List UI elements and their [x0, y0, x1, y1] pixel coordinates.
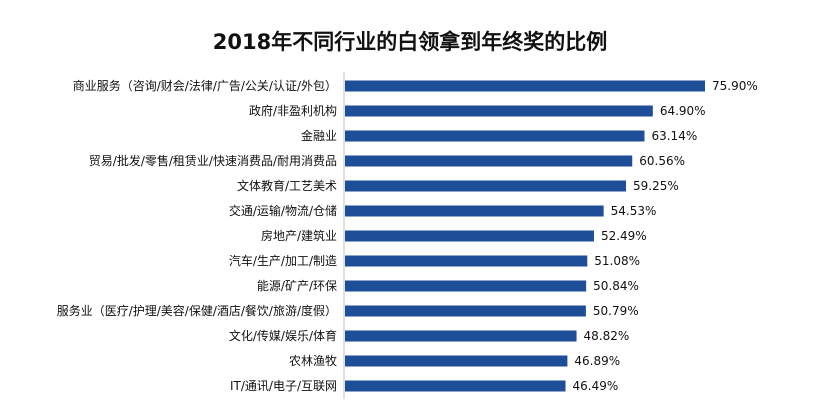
bar [345, 80, 705, 92]
category-label: 能源/矿产/环保 [257, 279, 337, 293]
category-label: 交通/运输/物流/仓储 [229, 203, 337, 218]
value-label: 54.53% [611, 204, 657, 218]
bar [345, 355, 568, 367]
value-label: 59.25% [633, 179, 679, 193]
bar [345, 330, 577, 342]
value-label: 52.49% [601, 229, 647, 243]
value-label: 50.84% [593, 279, 639, 293]
bar [345, 255, 588, 267]
bar [345, 130, 645, 142]
category-label: 文化/传媒/娱乐/体育 [229, 328, 337, 343]
bar [345, 230, 594, 242]
category-label: 贸易/批发/零售/租赁业/快速消费品/耐用消费品 [89, 153, 337, 168]
bar [345, 305, 586, 317]
category-label: 金融业 [301, 128, 337, 143]
value-label: 46.49% [573, 379, 619, 393]
value-label: 51.08% [594, 254, 640, 268]
category-label: 房地产/建筑业 [261, 228, 337, 243]
value-label: 64.90% [660, 104, 706, 118]
bar [345, 155, 633, 167]
value-label: 46.89% [574, 354, 620, 368]
value-label: 60.56% [639, 154, 685, 168]
value-label: 75.90% [712, 79, 758, 93]
category-label: 汽车/生产/加工/制造 [229, 253, 337, 268]
chart-title: 2018年不同行业的白领拿到年终奖的比例 [212, 30, 608, 54]
bar [345, 105, 653, 117]
category-label: 文体教育/工艺美术 [237, 178, 337, 193]
bar [345, 205, 604, 217]
category-label: 农林渔牧 [289, 354, 337, 368]
value-label: 50.79% [593, 304, 639, 318]
value-label: 63.14% [651, 129, 697, 143]
value-label: 48.82% [584, 329, 630, 343]
category-label: 政府/非盈利机构 [249, 103, 337, 118]
bar [345, 280, 587, 292]
category-label: 服务业（医疗/护理/美容/保健/酒店/餐饮/旅游/度假） [57, 303, 337, 318]
bar [345, 180, 627, 192]
category-label: IT/通讯/电子/互联网 [230, 379, 337, 393]
bar [345, 380, 566, 392]
category-label: 商业服务（咨询/财会/法律/广告/公关/认证/外包） [73, 78, 337, 93]
